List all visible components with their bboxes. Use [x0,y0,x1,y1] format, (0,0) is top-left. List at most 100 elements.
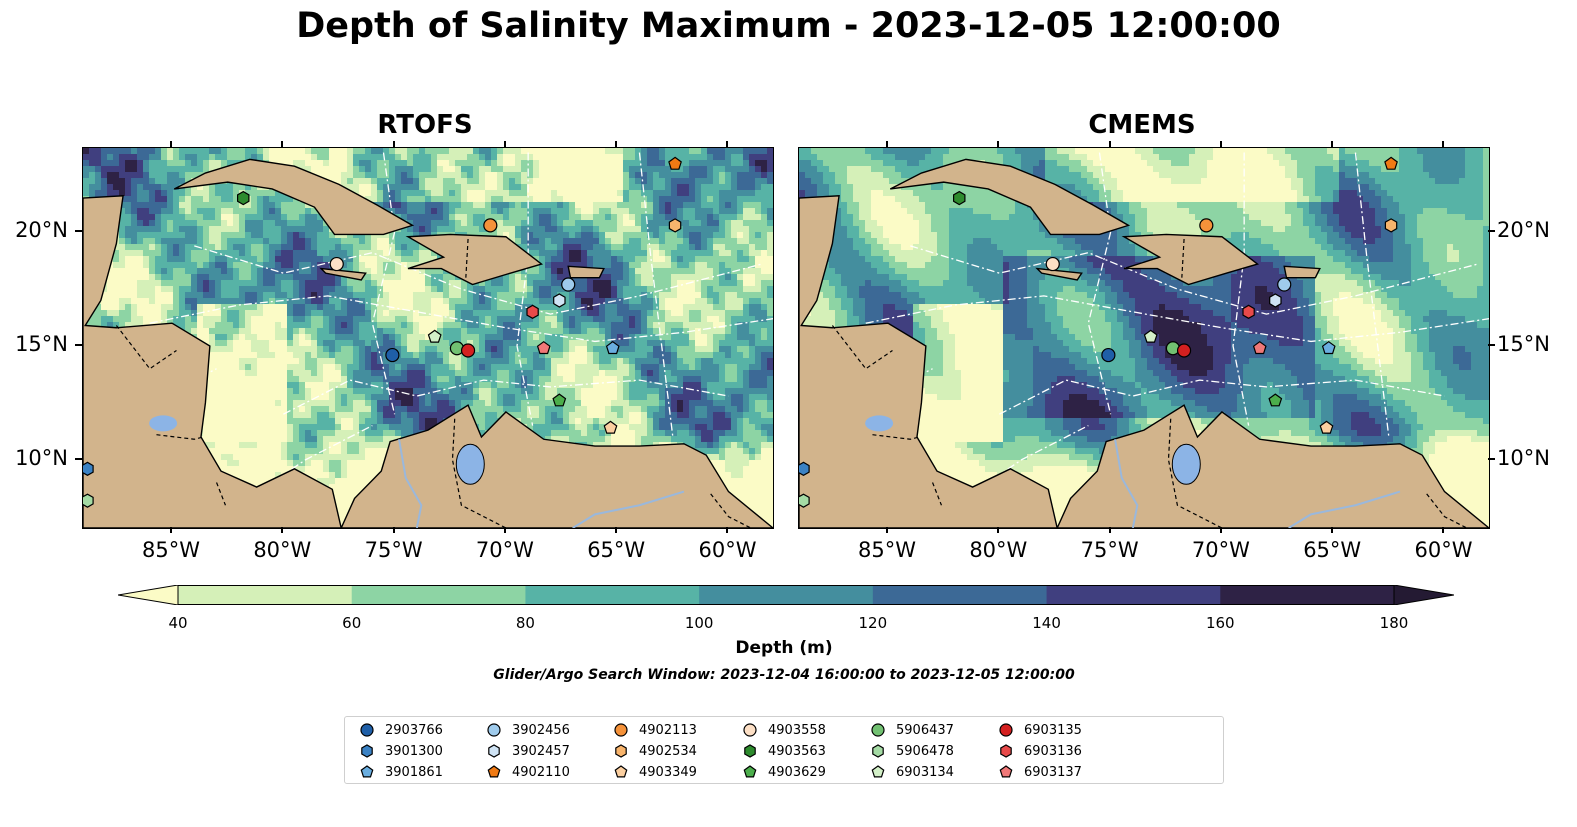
lat-tick-label: 20°N [15,218,68,243]
marker-4903349 [1319,420,1334,434]
marker-4902113 [1199,218,1214,233]
panel-title-cmems: CMEMS [1088,110,1196,140]
marker-5906478 [799,493,810,508]
legend-marker [614,765,628,778]
lat-tick-label: 20°N [1497,218,1550,243]
lon-tick-mark [170,141,173,147]
colorbar-svg [117,584,1455,606]
pentagon-marker-icon [743,765,757,778]
colorbar-tick-label: 100 [684,614,714,632]
lon-tick-mark [1331,527,1334,533]
legend-marker [1000,744,1012,758]
marker-6903136 [1242,304,1255,319]
lon-tick-mark [1442,141,1445,147]
lon-tick-label: 70°W [475,538,534,562]
lake-maracaibo [455,443,485,485]
lon-tick-mark [997,141,1000,147]
legend-marker [360,723,374,737]
marker-2903766 [385,347,400,363]
legend-marker [487,765,501,778]
colorbar-tick-label: 40 [168,614,188,632]
legend-label: 6903136 [1024,743,1082,759]
country-borders [115,238,752,528]
marker-4902110 [1384,156,1398,170]
legend-label: 3902456 [512,722,570,738]
lon-tick-label: 75°W [364,538,423,562]
lake-nicaragua [865,415,894,432]
legend-marker [872,744,884,758]
marker-3902456 [1277,277,1292,292]
lon-tick-mark [886,141,889,147]
eez-boundaries [820,152,1489,506]
pentagon-marker-icon [999,765,1013,778]
colorbar-tick-label: 60 [342,614,362,632]
rivers [1114,439,1401,528]
lat-tick-mark [75,457,82,460]
legend-marker [999,723,1013,737]
lon-tick-mark [170,527,173,533]
figure-title: Depth of Salinity Maximum - 2023-12-05 1… [296,6,1281,46]
colorbar-tick-label: 140 [1032,614,1061,632]
float-markers [83,156,682,508]
cmems-map[interactable] [798,147,1490,529]
marker-5906478 [83,493,94,508]
legend-label: 6903134 [896,764,954,780]
lon-tick-mark [281,141,284,147]
lon-tick-mark [1108,527,1111,533]
legend-item: 5906478 [870,741,954,761]
legend-label: 6903137 [1024,764,1082,780]
legend-item: 6903135 [998,720,1082,740]
legend-item: 4902534 [613,741,697,761]
pentagon-marker-icon [487,765,501,778]
lon-tick-label: 75°W [1080,538,1139,562]
legend-item: 5906437 [870,720,954,740]
marker-6903136 [526,304,539,319]
legend-label: 4902110 [512,764,570,780]
legend-label: 3902457 [512,743,570,759]
lon-tick-label: 85°W [142,538,201,562]
marker-4903629 [552,393,567,407]
legend-marker [744,744,756,758]
panel-title-rtofs: RTOFS [377,110,473,140]
marker-4902534 [1384,218,1398,233]
colorbar-segment [351,585,526,605]
marker-4903629 [1268,393,1283,407]
colorbar-segment [525,585,700,605]
marker-4902110 [668,156,682,170]
marker-2903766 [1101,347,1116,363]
circle-marker-icon [614,723,628,737]
hexagon-marker-icon [361,744,373,758]
lake-maracaibo [1171,443,1201,485]
legend-item: 3901861 [359,762,443,782]
legend-marker [871,723,885,737]
colorbar-tick-label: 120 [858,614,888,632]
lon-tick-mark [886,527,889,533]
lat-tick-mark [75,230,82,233]
legend-item: 3902457 [486,741,570,761]
lon-tick-mark [281,527,284,533]
rtofs-map[interactable] [82,147,774,529]
legend-item: 4902113 [613,720,697,740]
lat-tick-mark [1488,457,1495,460]
lat-tick-label: 15°N [15,331,68,356]
lon-tick-mark [1219,527,1222,533]
marker-4903563 [237,190,250,206]
legend-label: 2903766 [385,722,443,738]
float-legend: 2903766 3901300 3901861 3902456 3902457 49021… [344,716,1224,784]
pentagon-marker-icon [360,765,374,778]
pentagon-marker-icon [871,765,885,778]
legend-marker [360,765,374,778]
marker-3902457 [1269,293,1282,308]
legend-label: 3901861 [385,764,443,780]
colorbar-segment [1046,585,1221,605]
legend-item: 4903629 [742,762,826,782]
marker-3901300 [83,461,94,476]
lon-tick-mark [615,141,618,147]
colorbar-segment [699,585,874,605]
colorbar-segment [178,585,353,605]
lat-tick-mark [1488,230,1495,233]
hexagon-marker-icon [872,744,884,758]
colorbar-tick-label: 160 [1205,614,1235,632]
hexagon-marker-icon [488,744,500,758]
lon-tick-mark [392,527,395,533]
